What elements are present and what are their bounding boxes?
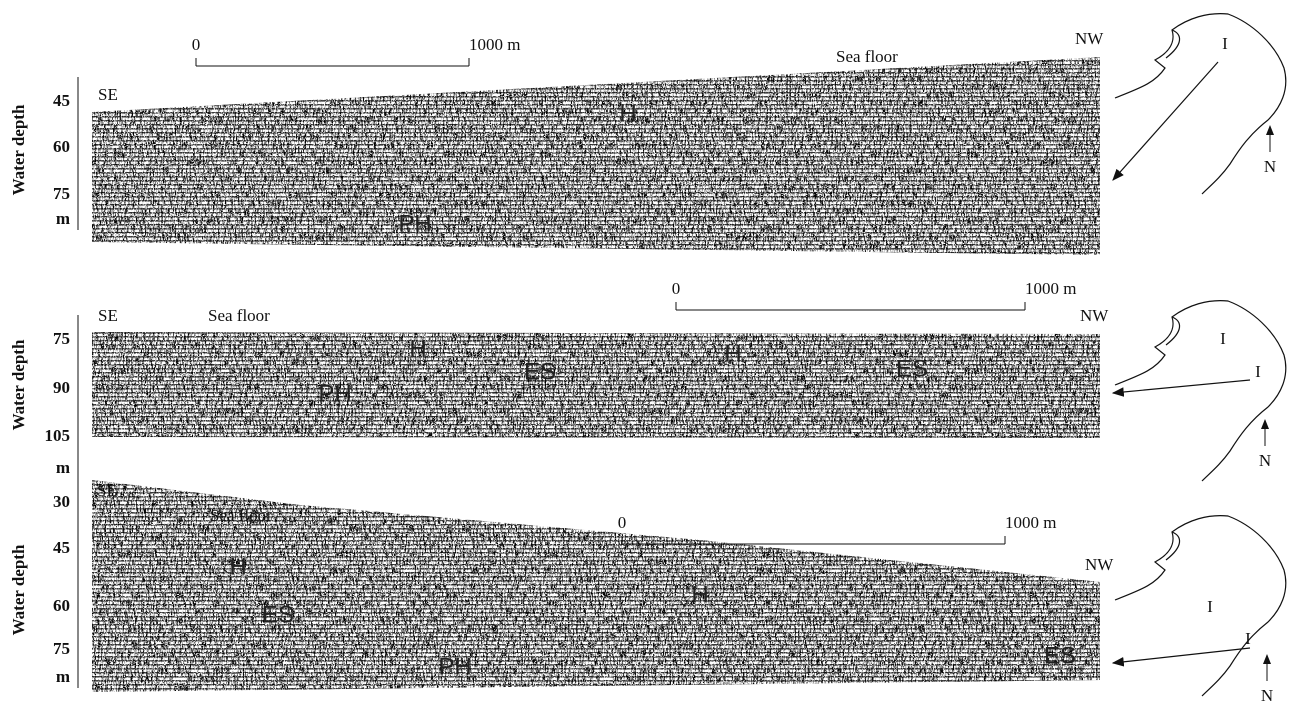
tick-label: 30 [53, 492, 70, 511]
feature-label: PH [398, 210, 431, 237]
direction-label: SE [98, 306, 118, 325]
seismic-panel: 30 45 60 75 m Water depth SE NW Sea floor 0 1000 m… [9, 443, 1286, 705]
scale-label: 1000 m [469, 35, 520, 54]
direction-label: SE [97, 481, 117, 500]
north-label: N [1259, 451, 1271, 470]
feature-label: ES [1044, 642, 1076, 669]
feature-label: PH [318, 380, 351, 407]
north-label: N [1261, 686, 1273, 705]
scale-label: 0 [192, 35, 201, 54]
tick-label: m [56, 458, 70, 477]
feature-label: H [229, 553, 246, 580]
coastline [1115, 516, 1286, 696]
map-label: I [1245, 629, 1251, 648]
feature-label: ES [524, 358, 556, 385]
direction-label: SE [98, 85, 118, 104]
sea-floor-label: Sea floor [836, 47, 898, 66]
feature-label: H [691, 581, 708, 608]
feature-label: ES [262, 601, 294, 628]
scale-label: 1000 m [1025, 279, 1076, 298]
tick-label: 45 [53, 91, 70, 110]
tick-label: 105 [45, 426, 71, 445]
profile-arrow [1113, 62, 1218, 180]
map-label: I [1222, 34, 1228, 53]
feature-label: H [724, 340, 741, 367]
tick-label: 60 [53, 596, 70, 615]
map-label: I [1207, 597, 1213, 616]
coastline [1115, 14, 1286, 194]
tick-label: 75 [53, 329, 70, 348]
seismic-panel: 45 60 75 m Water depth SE NW Sea floor 0 1000 m H P… [9, 14, 1286, 302]
feature-label: H [619, 100, 636, 127]
location-map [1115, 14, 1286, 194]
seismic-speckle [92, 42, 1102, 302]
tick-label: 90 [53, 378, 70, 397]
map-label: I [1255, 362, 1261, 381]
sea-floor-label: Sea floor [210, 506, 272, 525]
axis-label: Water depth [9, 544, 28, 635]
profile-arrow [1113, 648, 1250, 663]
tick-label: 60 [53, 137, 70, 156]
direction-label: NW [1085, 555, 1114, 574]
profile-arrow [1113, 380, 1250, 393]
axis-label: Water depth [9, 104, 28, 195]
tick-label: 75 [53, 184, 70, 203]
map-label: I [1220, 329, 1226, 348]
scale-label: 1000 m [1005, 513, 1056, 532]
tick-label: m [56, 667, 70, 686]
scale-label: 0 [672, 279, 681, 298]
feature-label: PH [438, 653, 471, 680]
sea-floor-label: Sea floor [208, 306, 270, 325]
feature-label: H [409, 335, 426, 362]
location-map [1115, 516, 1286, 696]
north-label: N [1264, 157, 1276, 176]
tick-label: 75 [53, 639, 70, 658]
feature-label: ES [896, 355, 928, 382]
figure: 45 60 75 m Water depth SE NW Sea floor 0 1000 m H P… [0, 0, 1295, 710]
scale-label: 0 [618, 513, 627, 532]
direction-label: NW [1080, 306, 1109, 325]
axis-label: Water depth [9, 339, 28, 430]
direction-label: NW [1075, 29, 1104, 48]
tick-label: m [56, 209, 70, 228]
tick-label: 45 [53, 538, 70, 557]
